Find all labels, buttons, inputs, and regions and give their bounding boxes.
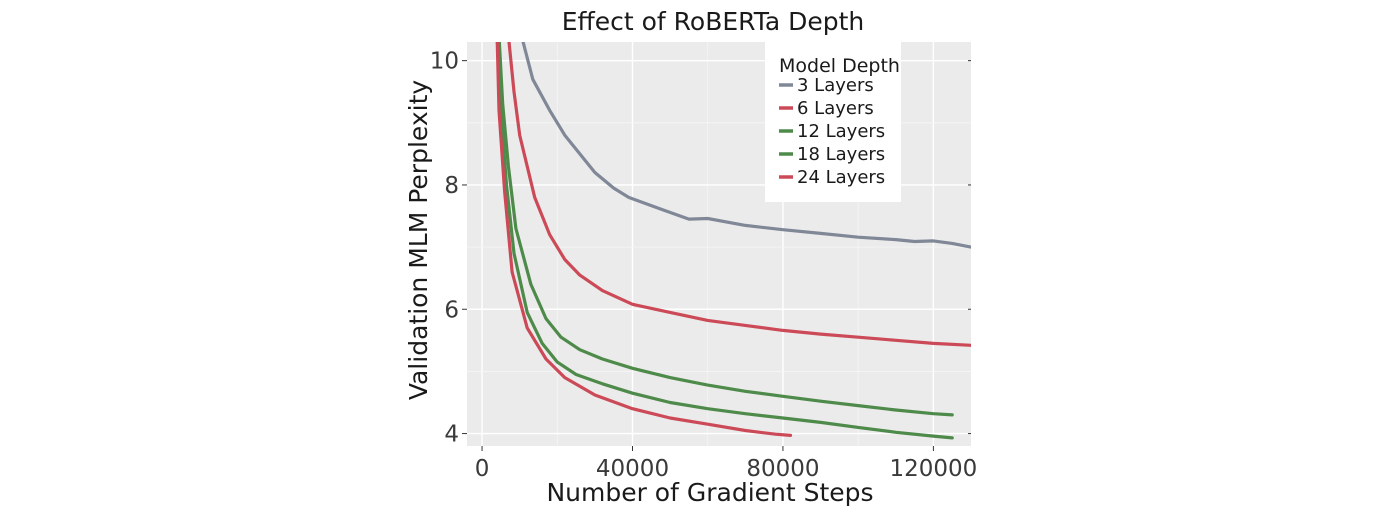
legend-label: 3 Layers — [797, 75, 874, 96]
legend-label: 6 Layers — [797, 98, 874, 119]
series-line-18-layers — [495, 42, 954, 440]
legend-title: Model Depth — [779, 55, 900, 77]
series-line-6-layers — [507, 42, 971, 347]
x-axis-label: Number of Gradient Steps — [546, 478, 873, 507]
series-line-12-layers — [497, 42, 954, 417]
y-tick-label: 6 — [444, 297, 459, 323]
x-axis-ticks: 0 40000 80000 120000 — [475, 446, 977, 482]
x-tick-label: 0 — [475, 456, 490, 482]
y-tick-label: 4 — [444, 422, 459, 448]
chart-title: Effect of RoBERTa Depth — [562, 7, 865, 36]
series-line-3-layers — [521, 42, 971, 249]
y-tick-label: 10 — [430, 49, 459, 75]
x-tick-label: 80000 — [746, 456, 819, 482]
legend-label: 18 Layers — [797, 144, 885, 165]
series-line-24-layers — [495, 42, 793, 437]
x-tick-label: 40000 — [596, 456, 669, 482]
legend-label: 12 Layers — [797, 121, 885, 142]
legend-label: 24 Layers — [797, 167, 885, 188]
x-tick-label: 120000 — [889, 456, 977, 482]
y-axis-label: Validation MLM Perplexity — [404, 80, 433, 401]
series-lines — [495, 42, 971, 440]
y-axis-ticks: 4 6 8 10 — [430, 49, 971, 448]
y-tick-label: 8 — [444, 173, 459, 199]
gridlines — [467, 42, 971, 446]
